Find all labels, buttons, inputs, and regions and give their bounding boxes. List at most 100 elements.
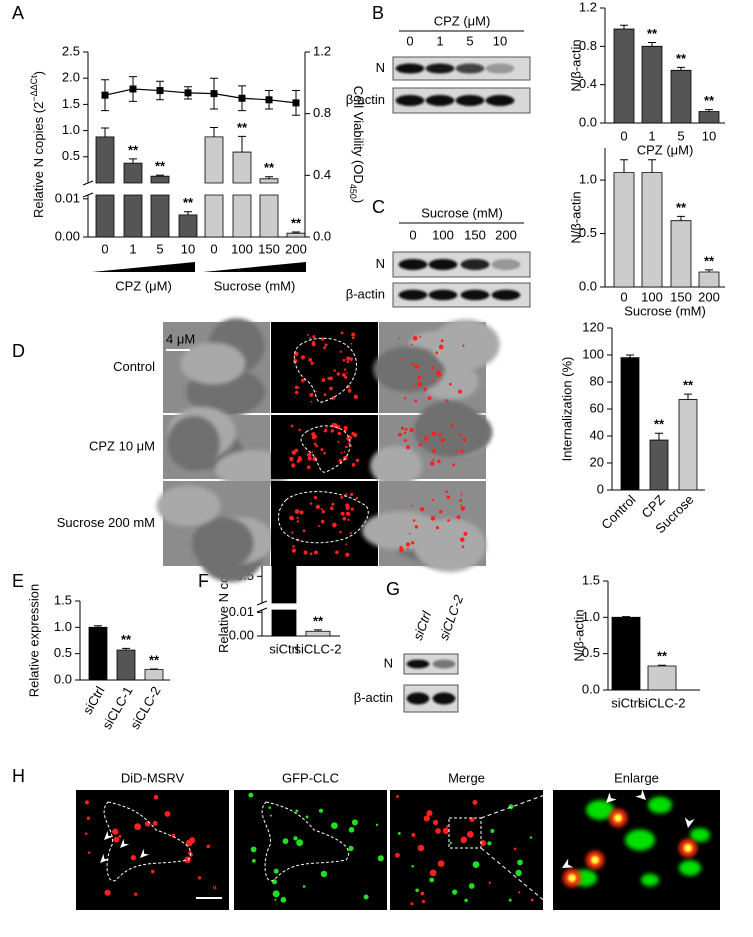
x-axis-title: Sucrose (mM) [624,303,706,318]
green-particle [487,841,492,846]
red-particle [442,827,450,834]
red-particle [458,433,462,437]
error-bar [648,159,656,173]
y-tick-label: 1.5 [582,572,600,587]
x-tick-label: 200 [285,241,307,256]
red-particle [298,386,300,389]
panel-label: F [198,571,209,591]
red-particle [307,456,312,461]
bar [150,175,170,238]
red-particle [441,438,446,442]
red-particle [311,435,316,440]
red-particle [347,512,351,516]
zoom-box [448,817,482,849]
error-bar [705,269,713,273]
red-particle [438,344,444,350]
red-particle [336,425,341,430]
red-particle [309,502,313,505]
red-particle [431,498,435,501]
red-particle [448,382,452,386]
arrowhead [104,830,114,840]
micrograph [76,790,229,910]
error-bar [626,354,634,358]
red-particle [185,839,193,847]
panel-label: G [386,579,400,599]
x-tick-label: siCtrl [80,684,108,717]
blot-band [455,63,485,74]
red-particle [291,548,296,553]
line-marker [101,91,109,99]
green-particle [351,819,358,826]
red-particle [423,436,429,441]
green-particle [490,828,495,833]
red-particle [346,372,348,374]
cell [431,319,500,370]
error-bar [94,625,102,628]
blot-row-label: β-actin [354,690,393,705]
significance: ** [183,195,194,210]
red-particle [430,516,436,521]
green-particle [272,890,280,898]
green-particle [449,841,452,845]
red-particle [321,510,326,514]
y-tick-label: 40 [590,427,604,442]
axis-title: Relative expression [26,584,41,697]
green-particle [273,868,279,874]
micrograph [271,481,378,566]
red-particle [409,532,411,535]
y-tick-label: 0.5 [62,148,80,163]
red-particle [438,509,443,514]
axis-title: N/β-actin [571,609,586,661]
y-tick-label: 0.5 [54,645,72,660]
axis-title: Internalization (%) [559,357,574,462]
y-tick-label: 60 [590,400,604,415]
bar [649,439,669,491]
error-bar [101,127,109,137]
red-particle [460,506,466,511]
green-particle [375,823,379,827]
red-particle [296,516,299,520]
axis-title-part: Cell Viability (OD [351,86,366,184]
axis-break [82,180,94,186]
x-tick-label: 150 [258,241,280,256]
red-particle [421,899,426,904]
red-particle [320,507,323,511]
green-particle [348,845,354,852]
significance: ** [683,378,694,393]
red-particle [118,834,122,838]
red-particle [320,519,325,524]
y-tick-label: 2.0 [62,70,80,85]
red-particle [411,832,416,837]
red-particle [130,855,137,861]
y-tick-label: 0.4 [579,76,597,91]
arrowhead [562,858,574,868]
red-particle [300,355,306,360]
x-tick-label: 10 [702,128,716,143]
blot-band [485,95,515,106]
panel-label: A [12,3,24,23]
red-particle [323,346,327,350]
green-particle [320,870,328,878]
error-bar [705,109,713,112]
red-particle [317,524,320,528]
red-particle [299,510,304,515]
line-marker [210,90,218,98]
zoom-lines [480,791,554,909]
arrowhead [140,848,150,858]
blot-band [491,289,521,301]
red-particle [323,451,326,455]
red-particle [432,379,435,382]
red-particle [413,384,416,387]
green-particle [305,815,309,819]
x-tick-label: siCtrl [269,641,299,656]
axis-break [256,600,268,606]
red-particle [104,889,111,896]
red-particle [399,545,403,549]
cell [413,518,487,573]
red-particle [345,503,350,508]
error-bar [622,616,630,618]
y-tick-label: 0 [597,481,604,496]
red-particle [394,852,400,858]
red-particle [335,550,339,555]
